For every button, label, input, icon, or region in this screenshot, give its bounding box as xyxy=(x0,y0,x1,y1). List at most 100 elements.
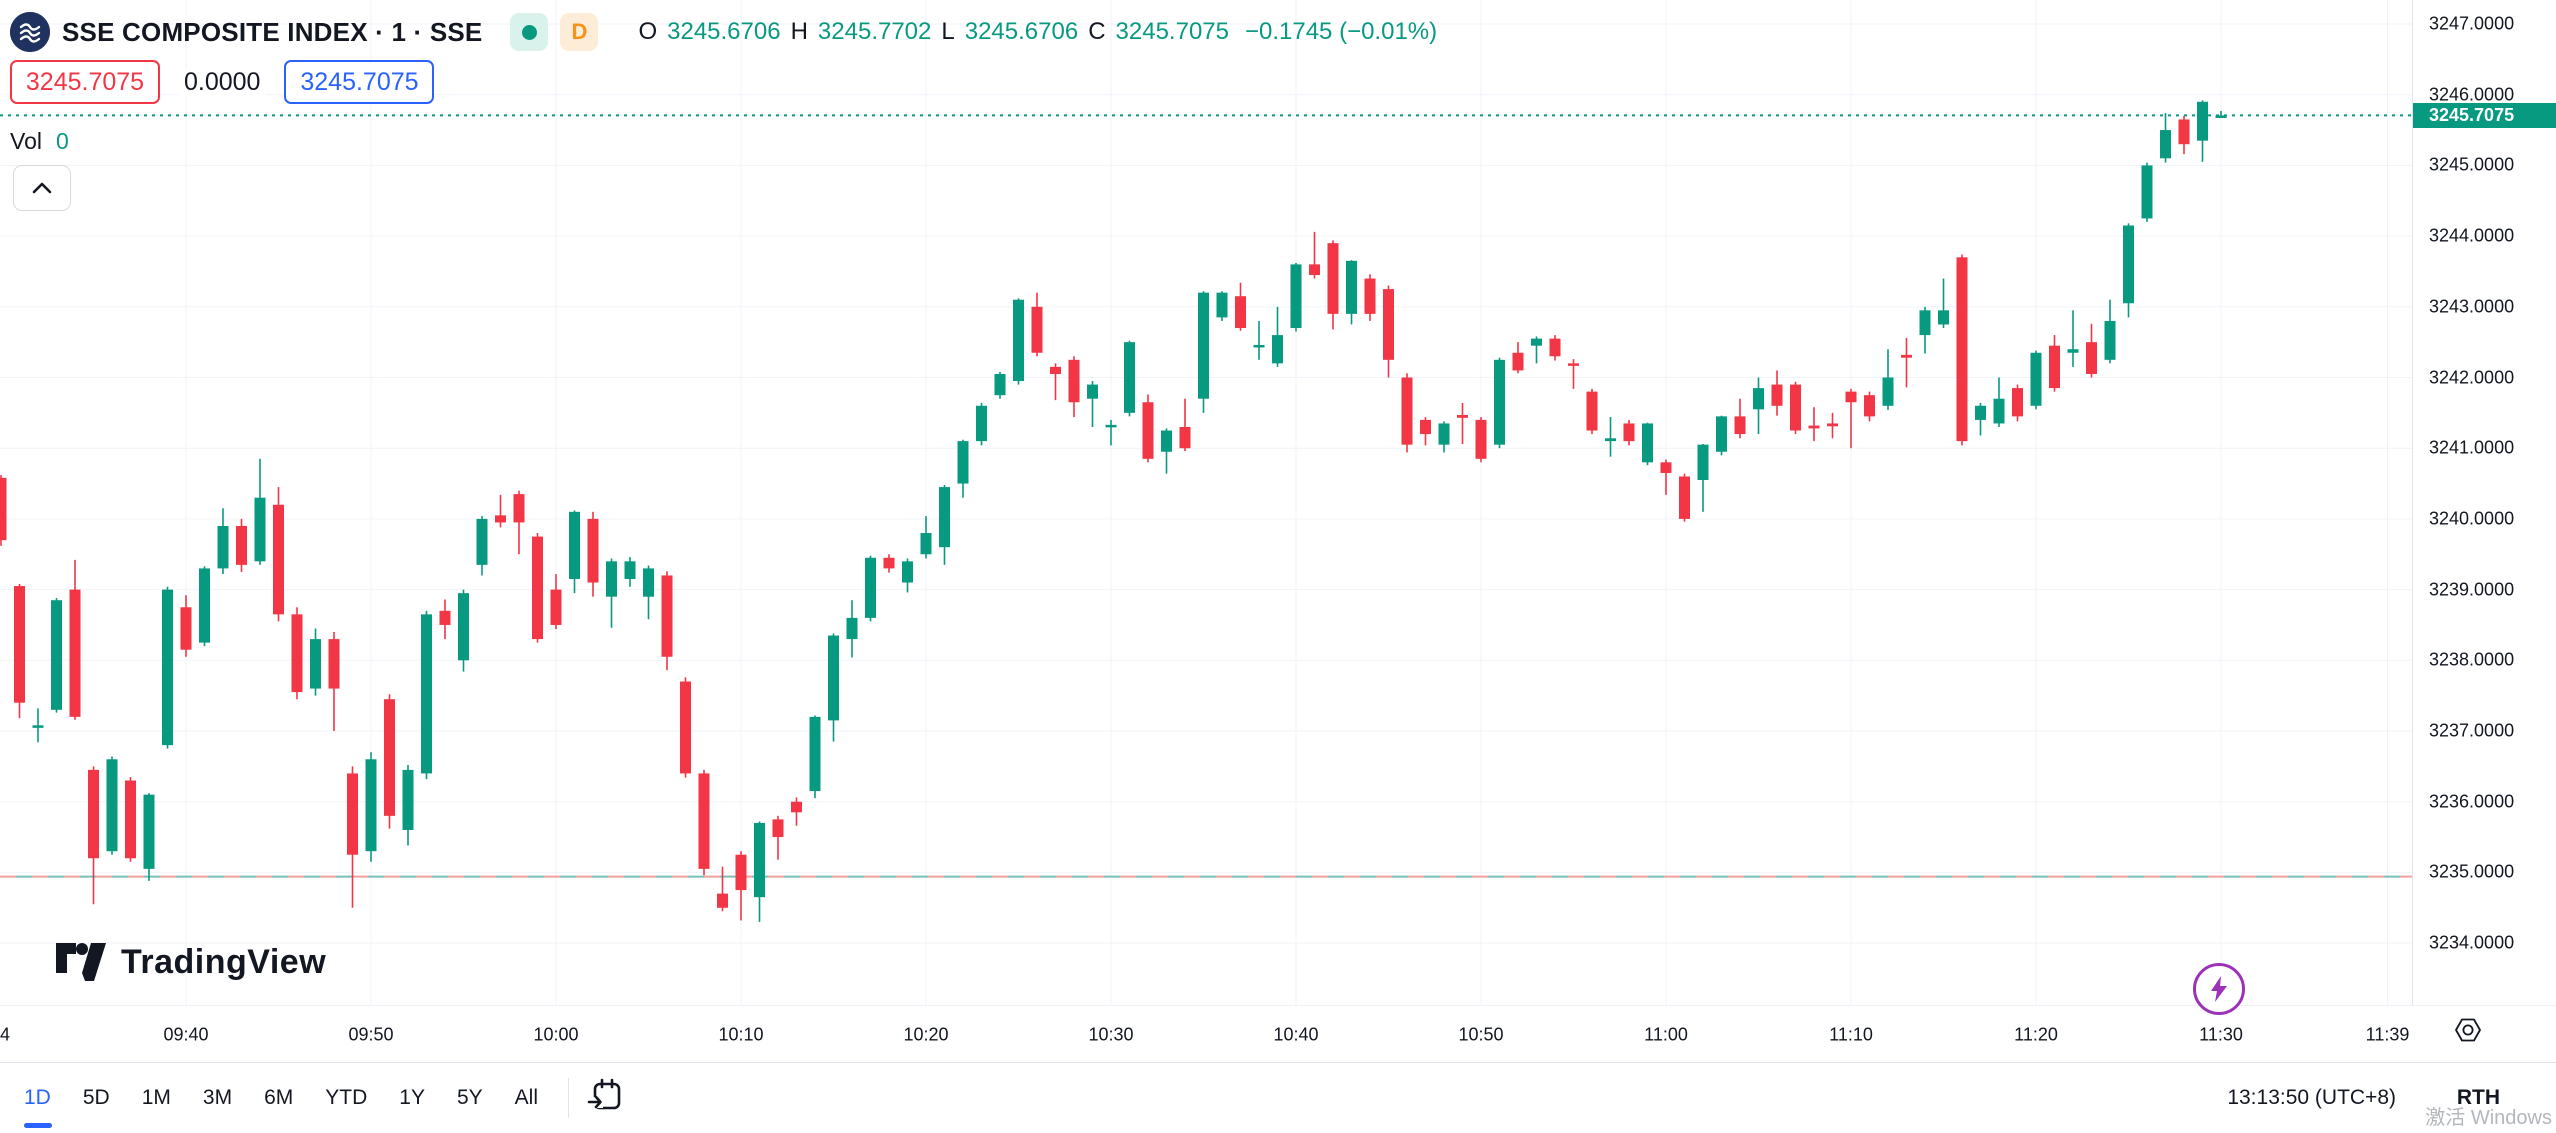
candle-body xyxy=(1864,395,1875,417)
time-axis-label: 09:50 xyxy=(348,1024,394,1044)
symbol-header: SSE COMPOSITE INDEX · 1 · SSE D O 3245.67… xyxy=(10,10,1437,54)
bottom-toolbar: 1D 5D 1M 3M 6M YTD 1Y 5Y All 13:13:50 (UTC+8) RT… xyxy=(0,1062,2556,1133)
volume-label: Vol xyxy=(10,128,42,154)
range-button-ytd[interactable]: YTD xyxy=(325,1086,368,1109)
candle-body xyxy=(1309,264,1320,275)
price-axis-label: 3235.0000 xyxy=(2429,861,2515,882)
price-axis-label: 3241.0000 xyxy=(2429,437,2515,458)
time-axis-label: 11:30 xyxy=(2199,1024,2243,1044)
time-axis-label: 11:00 xyxy=(1644,1024,1688,1044)
price-axis-label: 3247.0000 xyxy=(2429,13,2515,34)
candle-body xyxy=(1364,278,1376,314)
candle-body xyxy=(365,759,377,852)
time-axis-label: 10:30 xyxy=(1088,1024,1134,1044)
go-to-date-button[interactable] xyxy=(587,1077,625,1120)
tradingview-logo[interactable]: TradingView xyxy=(55,942,326,982)
candle-body xyxy=(2012,388,2023,417)
time-axis[interactable]: 4 09:40 09:50 10:00 10:10 10:20 10:30 10:40 10:5… xyxy=(0,1005,2556,1063)
range-button-1m[interactable]: 1M xyxy=(141,1086,171,1109)
price-axis-label: 3237.0000 xyxy=(2429,720,2515,741)
candle-body xyxy=(254,497,266,562)
candle-body xyxy=(199,568,210,643)
candle-body xyxy=(1549,338,1561,357)
candle-body xyxy=(1623,423,1635,442)
candle-body xyxy=(2067,349,2079,353)
range-selector: 1D 5D 1M 3M 6M YTD 1Y 5Y All xyxy=(12,1063,625,1133)
time-axis-label: 10:10 xyxy=(718,1024,764,1044)
toolbar-divider xyxy=(568,1078,569,1118)
range-button-1y[interactable]: 1Y xyxy=(399,1086,425,1109)
candle-body xyxy=(2141,165,2153,219)
collapse-pane-button[interactable] xyxy=(13,165,71,211)
candle-body xyxy=(1253,344,1265,348)
range-button-1d[interactable]: 1D xyxy=(24,1086,51,1109)
candle-body xyxy=(476,518,488,565)
candle-body xyxy=(828,635,839,721)
candle-body xyxy=(569,511,580,579)
candle-body xyxy=(1827,423,1838,427)
candle-body xyxy=(2104,320,2116,360)
candle-body xyxy=(1013,299,1024,382)
candle-body xyxy=(384,699,395,816)
market-status-icon[interactable] xyxy=(510,13,549,51)
candle-body xyxy=(513,494,525,523)
candle-body xyxy=(1420,419,1431,435)
symbol-title[interactable]: SSE COMPOSITE INDEX · 1 · SSE xyxy=(62,16,483,47)
ohlc-readout: O 3245.6706 H 3245.7702 L 3245.6706 C 3245.7… xyxy=(638,18,1438,45)
candle-body xyxy=(1087,384,1098,399)
candle-body xyxy=(2197,101,2208,141)
candle-body xyxy=(421,614,432,774)
candle-body xyxy=(1124,342,1135,413)
settings-gear-icon[interactable] xyxy=(2450,1012,2486,1048)
symbol-logo-icon[interactable] xyxy=(10,12,50,52)
range-button-5d[interactable]: 5D xyxy=(82,1086,110,1109)
clock[interactable]: 13:13:50 (UTC+8) xyxy=(2227,1086,2396,1109)
candle-body xyxy=(939,487,950,548)
candle-body xyxy=(106,759,118,852)
close-value: 3245.7075 xyxy=(1115,18,1229,45)
time-axis-label: 10:40 xyxy=(1273,1024,1319,1044)
candle-body xyxy=(402,769,414,830)
candlestick-chart[interactable] xyxy=(0,0,2412,1005)
price-axis-label: 3234.0000 xyxy=(2429,932,2515,953)
candle-body xyxy=(1327,243,1339,314)
high-value: 3245.7702 xyxy=(817,18,932,45)
candle-body xyxy=(1161,430,1172,452)
candle-body xyxy=(1346,260,1357,314)
delayed-data-badge[interactable]: D xyxy=(560,13,599,51)
candle-body xyxy=(217,525,229,569)
range-button-5y[interactable]: 5Y xyxy=(456,1086,483,1109)
session-badge[interactable]: RTH xyxy=(2456,1086,2500,1109)
candle-body xyxy=(1401,377,1413,445)
candle-body xyxy=(291,614,303,693)
last-price-badge: 3245.7075 xyxy=(2413,102,2556,128)
price-axis-label: 3238.0000 xyxy=(2429,649,2515,670)
range-button-6m[interactable]: 6M xyxy=(264,1086,294,1109)
candle-body xyxy=(957,441,969,484)
buy-button[interactable]: 3245.7075 xyxy=(284,60,435,104)
candle-body xyxy=(2030,352,2042,406)
candle-body xyxy=(1753,388,1764,410)
candle-body xyxy=(772,819,784,838)
candle-body xyxy=(1050,366,1061,374)
candle-body xyxy=(1272,335,1283,364)
range-button-all[interactable]: All xyxy=(514,1086,538,1109)
candle-body xyxy=(125,780,136,859)
time-axis-label: 11:10 xyxy=(1829,1024,1873,1044)
candle-body xyxy=(1697,444,1709,481)
range-button-3m[interactable]: 3M xyxy=(202,1086,233,1109)
candle-body xyxy=(809,716,821,792)
candle-body xyxy=(735,854,747,891)
candle-body xyxy=(1790,384,1801,431)
instant-order-lightning-button[interactable] xyxy=(2193,963,2245,1015)
price-axis-label: 3239.0000 xyxy=(2429,579,2515,600)
candle-body xyxy=(1642,423,1653,463)
sell-button[interactable]: 3245.7075 xyxy=(10,60,160,104)
change-value: −0.1745 (−0.01%) xyxy=(1244,18,1438,45)
candle-body xyxy=(143,794,155,869)
candle-body xyxy=(439,610,451,625)
candle-body xyxy=(69,589,81,717)
price-axis[interactable]: 3245.7075 3247.0000 3246.0000 3245.0000 324… xyxy=(2412,0,2556,1062)
low-value: 3245.6706 xyxy=(964,18,1079,45)
candle-body xyxy=(883,557,895,569)
